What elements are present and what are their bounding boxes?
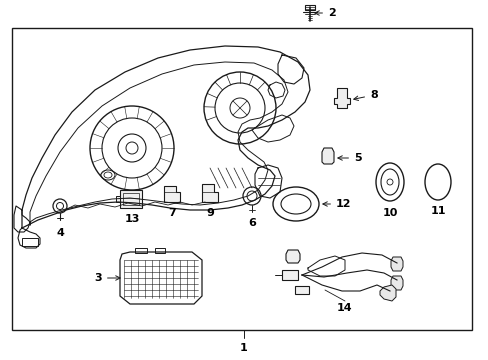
- Bar: [120, 190, 142, 208]
- Bar: [12, 28, 471, 330]
- Text: 7: 7: [168, 208, 176, 218]
- Text: 9: 9: [205, 208, 214, 218]
- Bar: [155, 248, 164, 253]
- Bar: [294, 286, 308, 294]
- Bar: [305, 5, 314, 10]
- Polygon shape: [285, 250, 299, 263]
- Polygon shape: [390, 276, 402, 290]
- Polygon shape: [163, 186, 180, 202]
- Polygon shape: [120, 252, 202, 304]
- Polygon shape: [116, 196, 120, 202]
- Text: 14: 14: [337, 303, 352, 313]
- Text: 4: 4: [56, 228, 64, 238]
- Text: 1: 1: [240, 343, 247, 353]
- Text: 10: 10: [382, 208, 397, 218]
- Polygon shape: [202, 184, 218, 202]
- Bar: [135, 248, 147, 253]
- Polygon shape: [390, 257, 402, 271]
- Text: 12: 12: [322, 199, 351, 209]
- Bar: [22, 238, 38, 246]
- Text: 6: 6: [247, 218, 255, 228]
- Bar: [282, 270, 297, 280]
- Text: 5: 5: [337, 153, 361, 163]
- Polygon shape: [321, 148, 333, 164]
- Text: 13: 13: [124, 214, 140, 224]
- Polygon shape: [379, 285, 395, 301]
- Bar: [123, 193, 139, 205]
- Text: 11: 11: [429, 206, 445, 216]
- Text: 8: 8: [353, 90, 377, 100]
- Polygon shape: [333, 88, 349, 108]
- Text: 2: 2: [314, 8, 335, 18]
- Text: 3: 3: [94, 273, 120, 283]
